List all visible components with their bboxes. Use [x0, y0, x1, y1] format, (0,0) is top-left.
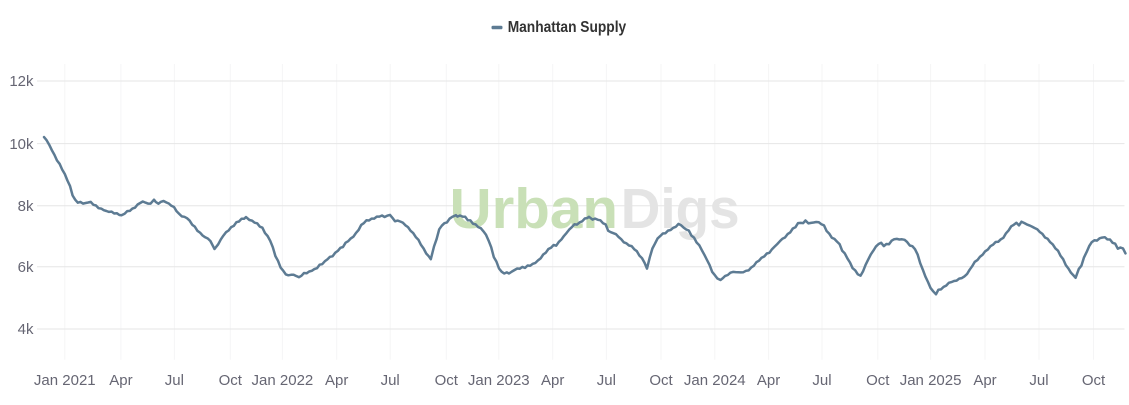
svg-text:UrbanDigs: UrbanDigs: [450, 177, 740, 241]
svg-text:6k: 6k: [18, 259, 34, 276]
svg-text:Apr: Apr: [325, 372, 348, 389]
svg-text:Jul: Jul: [1029, 372, 1048, 389]
svg-text:Jul: Jul: [597, 372, 616, 389]
svg-text:Jan 2024: Jan 2024: [684, 372, 746, 389]
svg-text:Jan 2021: Jan 2021: [34, 372, 96, 389]
svg-text:Jan 2025: Jan 2025: [900, 372, 962, 389]
svg-text:Oct: Oct: [219, 372, 243, 389]
svg-text:Jul: Jul: [165, 372, 184, 389]
svg-text:Jul: Jul: [381, 372, 400, 389]
svg-text:12k: 12k: [9, 73, 34, 90]
svg-text:Oct: Oct: [1082, 372, 1106, 389]
svg-text:Jul: Jul: [812, 372, 831, 389]
svg-text:Apr: Apr: [541, 372, 564, 389]
svg-text:Apr: Apr: [757, 372, 780, 389]
svg-text:Oct: Oct: [435, 372, 459, 389]
svg-text:Oct: Oct: [866, 372, 890, 389]
svg-text:10k: 10k: [9, 136, 34, 153]
svg-text:Jan 2023: Jan 2023: [468, 372, 530, 389]
svg-text:Jan 2022: Jan 2022: [252, 372, 314, 389]
svg-text:Manhattan Supply: Manhattan Supply: [508, 19, 627, 36]
svg-text:Oct: Oct: [649, 372, 673, 389]
svg-text:8k: 8k: [18, 198, 34, 215]
svg-text:Apr: Apr: [109, 372, 132, 389]
svg-text:4k: 4k: [18, 321, 34, 338]
svg-text:Apr: Apr: [973, 372, 996, 389]
